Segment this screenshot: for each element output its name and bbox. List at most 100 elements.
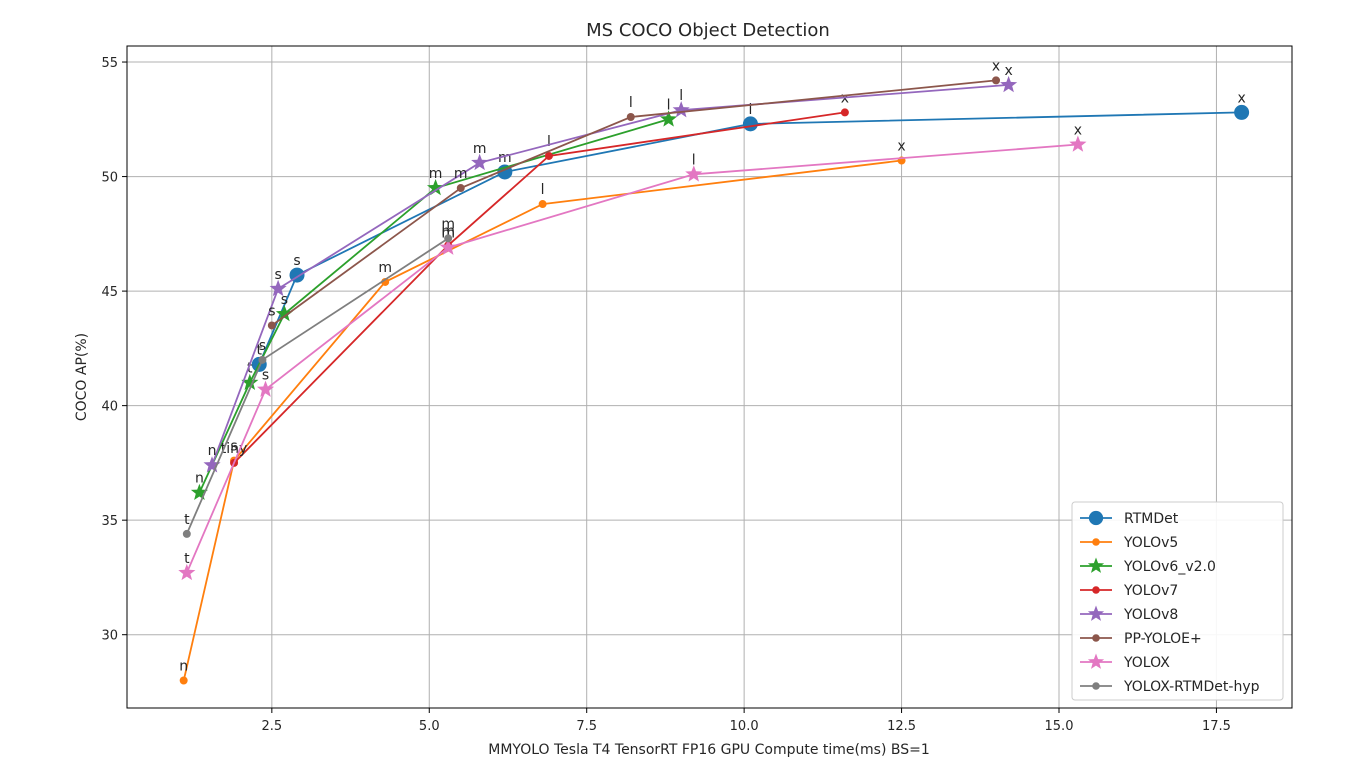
data-point-yolox xyxy=(439,238,457,255)
point-label-yolov8: n xyxy=(208,443,217,459)
y-tick-label: 50 xyxy=(101,171,118,186)
point-label-pp-yoloe: s xyxy=(268,303,275,319)
series-yolox-rtmdet-hyp: tsm xyxy=(182,216,455,538)
data-point-yolov5 xyxy=(179,676,188,685)
series-pp-yoloe: s m l x xyxy=(267,58,1000,330)
legend-label: PP-YOLOE+ xyxy=(1124,631,1202,647)
x-tick-label: 12.5 xyxy=(887,719,916,734)
data-point-pp-yoloe xyxy=(456,184,465,193)
point-label-yolox: t xyxy=(184,551,190,567)
point-label-yolov5: s xyxy=(230,439,237,455)
data-point-pp-yoloe xyxy=(267,321,276,330)
point-label-yolox-rtmdet-hyp: t xyxy=(184,512,190,528)
data-point-yolov8 xyxy=(269,279,287,297)
x-tick-label: 7.5 xyxy=(576,719,597,734)
point-label-rtmdet: m xyxy=(498,150,512,166)
x-tick-label: 5.0 xyxy=(419,719,440,734)
point-label-rtmdet: s xyxy=(293,253,300,269)
data-point-yolov5 xyxy=(538,200,547,209)
grid xyxy=(127,46,1292,708)
y-tick-label: 55 xyxy=(101,56,118,71)
data-point-yolov8 xyxy=(203,456,221,473)
y-axis-label: COCO AP(%) xyxy=(74,333,90,421)
legend-box xyxy=(1071,501,1284,701)
x-tick-label: 10.0 xyxy=(730,719,759,734)
y-tick-label: 35 xyxy=(101,514,118,529)
legend-marker xyxy=(1087,557,1105,573)
legend-item-yolov7: YOLOv7 xyxy=(1080,583,1178,599)
data-point-yolox-rtmdet-hyp xyxy=(182,529,191,538)
point-label-yolox-rtmdet-hyp: s xyxy=(259,338,266,354)
series-line-yolov7 xyxy=(233,111,846,464)
data-point-yolov7 xyxy=(544,151,553,160)
x-axis-label: MMYOLO Tesla T4 TensorRT FP16 GPU Comput… xyxy=(488,742,930,758)
legend: RTMDet YOLOv5 YOLOv6_v2.0 YOLOv7 YOLOv8 PP-YO… xyxy=(1071,501,1284,701)
series-yolov7: tiny m l x xyxy=(221,90,849,467)
data-point-rtmdet xyxy=(1234,104,1250,120)
legend-label: YOLOv5 xyxy=(1123,535,1178,551)
data-point-pp-yoloe xyxy=(626,113,635,122)
point-label-yolov8: l xyxy=(679,88,683,104)
point-label-yolov5: m xyxy=(378,260,392,276)
data-point-yolov6-v2-0 xyxy=(275,305,293,322)
point-label-yolov8: s xyxy=(274,267,281,283)
point-label-yolov7: tiny xyxy=(221,441,248,457)
point-label-yolox: l xyxy=(692,152,696,168)
x-tick-label: 15.0 xyxy=(1045,719,1074,734)
legend-label: YOLOv8 xyxy=(1123,607,1178,623)
x-tick-label: 17.5 xyxy=(1202,719,1231,734)
legend-marker xyxy=(1087,605,1105,621)
point-label-yolox: s xyxy=(262,368,269,384)
legend-item-pp-yoloe: PP-YOLOE+ xyxy=(1080,631,1202,647)
series-line-yolov5 xyxy=(182,159,902,681)
data-point-yolox xyxy=(257,380,275,397)
legend-marker xyxy=(1092,682,1100,690)
legend-marker xyxy=(1092,586,1100,594)
data-point-yolox-rtmdet-hyp xyxy=(258,355,267,364)
data-point-rtmdet xyxy=(742,116,758,132)
point-label-yolov6-v2-0: n xyxy=(195,471,204,487)
series-line-yolox-rtmdet-hyp xyxy=(185,237,449,535)
legend-item-yolox-rtmdet-hyp: YOLOX-RTMDet-hyp xyxy=(1080,679,1260,695)
data-point-yolov8 xyxy=(1000,75,1018,93)
point-label-yolov5: l xyxy=(541,182,545,198)
point-label-yolov5: x xyxy=(897,139,905,155)
point-label-yolov7: x xyxy=(841,90,849,106)
chart-title: MS COCO Object Detection xyxy=(586,20,830,41)
legend-marker xyxy=(1092,538,1100,546)
y-axis-ticks: 30 35 40 45 50 55 xyxy=(101,56,127,644)
legend-label: YOLOX-RTMDet-hyp xyxy=(1123,679,1260,695)
legend-label: YOLOX xyxy=(1123,655,1170,671)
data-point-yolov6-v2-0 xyxy=(660,110,678,127)
point-label-pp-yoloe: l xyxy=(629,95,633,111)
y-tick-label: 40 xyxy=(101,400,118,415)
legend-item-yolov8: YOLOv8 xyxy=(1080,605,1178,623)
legend-item-yolov6-v2-0: YOLOv6_v2.0 xyxy=(1080,557,1216,575)
series-line-pp-yoloe xyxy=(271,79,997,327)
data-point-yolov6-v2-0 xyxy=(427,179,445,196)
legend-marker xyxy=(1092,634,1100,642)
point-label-yolov7: l xyxy=(547,134,551,150)
legend-label: RTMDet xyxy=(1124,511,1179,527)
legend-item-yolov5: YOLOv5 xyxy=(1080,535,1178,551)
data-point-yolox xyxy=(178,563,196,581)
point-label-pp-yoloe: x xyxy=(992,58,1000,74)
legend-item-rtmdet: RTMDet xyxy=(1080,510,1179,527)
point-label-yolox-rtmdet-hyp: m xyxy=(441,216,455,232)
point-label-rtmdet: t xyxy=(256,342,262,358)
point-label-rtmdet: l xyxy=(748,102,752,118)
point-label-yolov6-v2-0: m xyxy=(429,166,443,182)
series-line-rtmdet xyxy=(258,111,1242,365)
plot-frame xyxy=(126,45,1293,709)
point-label-yolox: x xyxy=(1074,122,1082,138)
data-point-yolov6-v2-0 xyxy=(241,373,259,390)
point-label-yolov5: n xyxy=(179,659,188,675)
y-tick-label: 45 xyxy=(101,285,118,300)
point-label-rtmdet: x xyxy=(1237,90,1245,106)
legend-label: YOLOv6_v2.0 xyxy=(1123,559,1216,575)
